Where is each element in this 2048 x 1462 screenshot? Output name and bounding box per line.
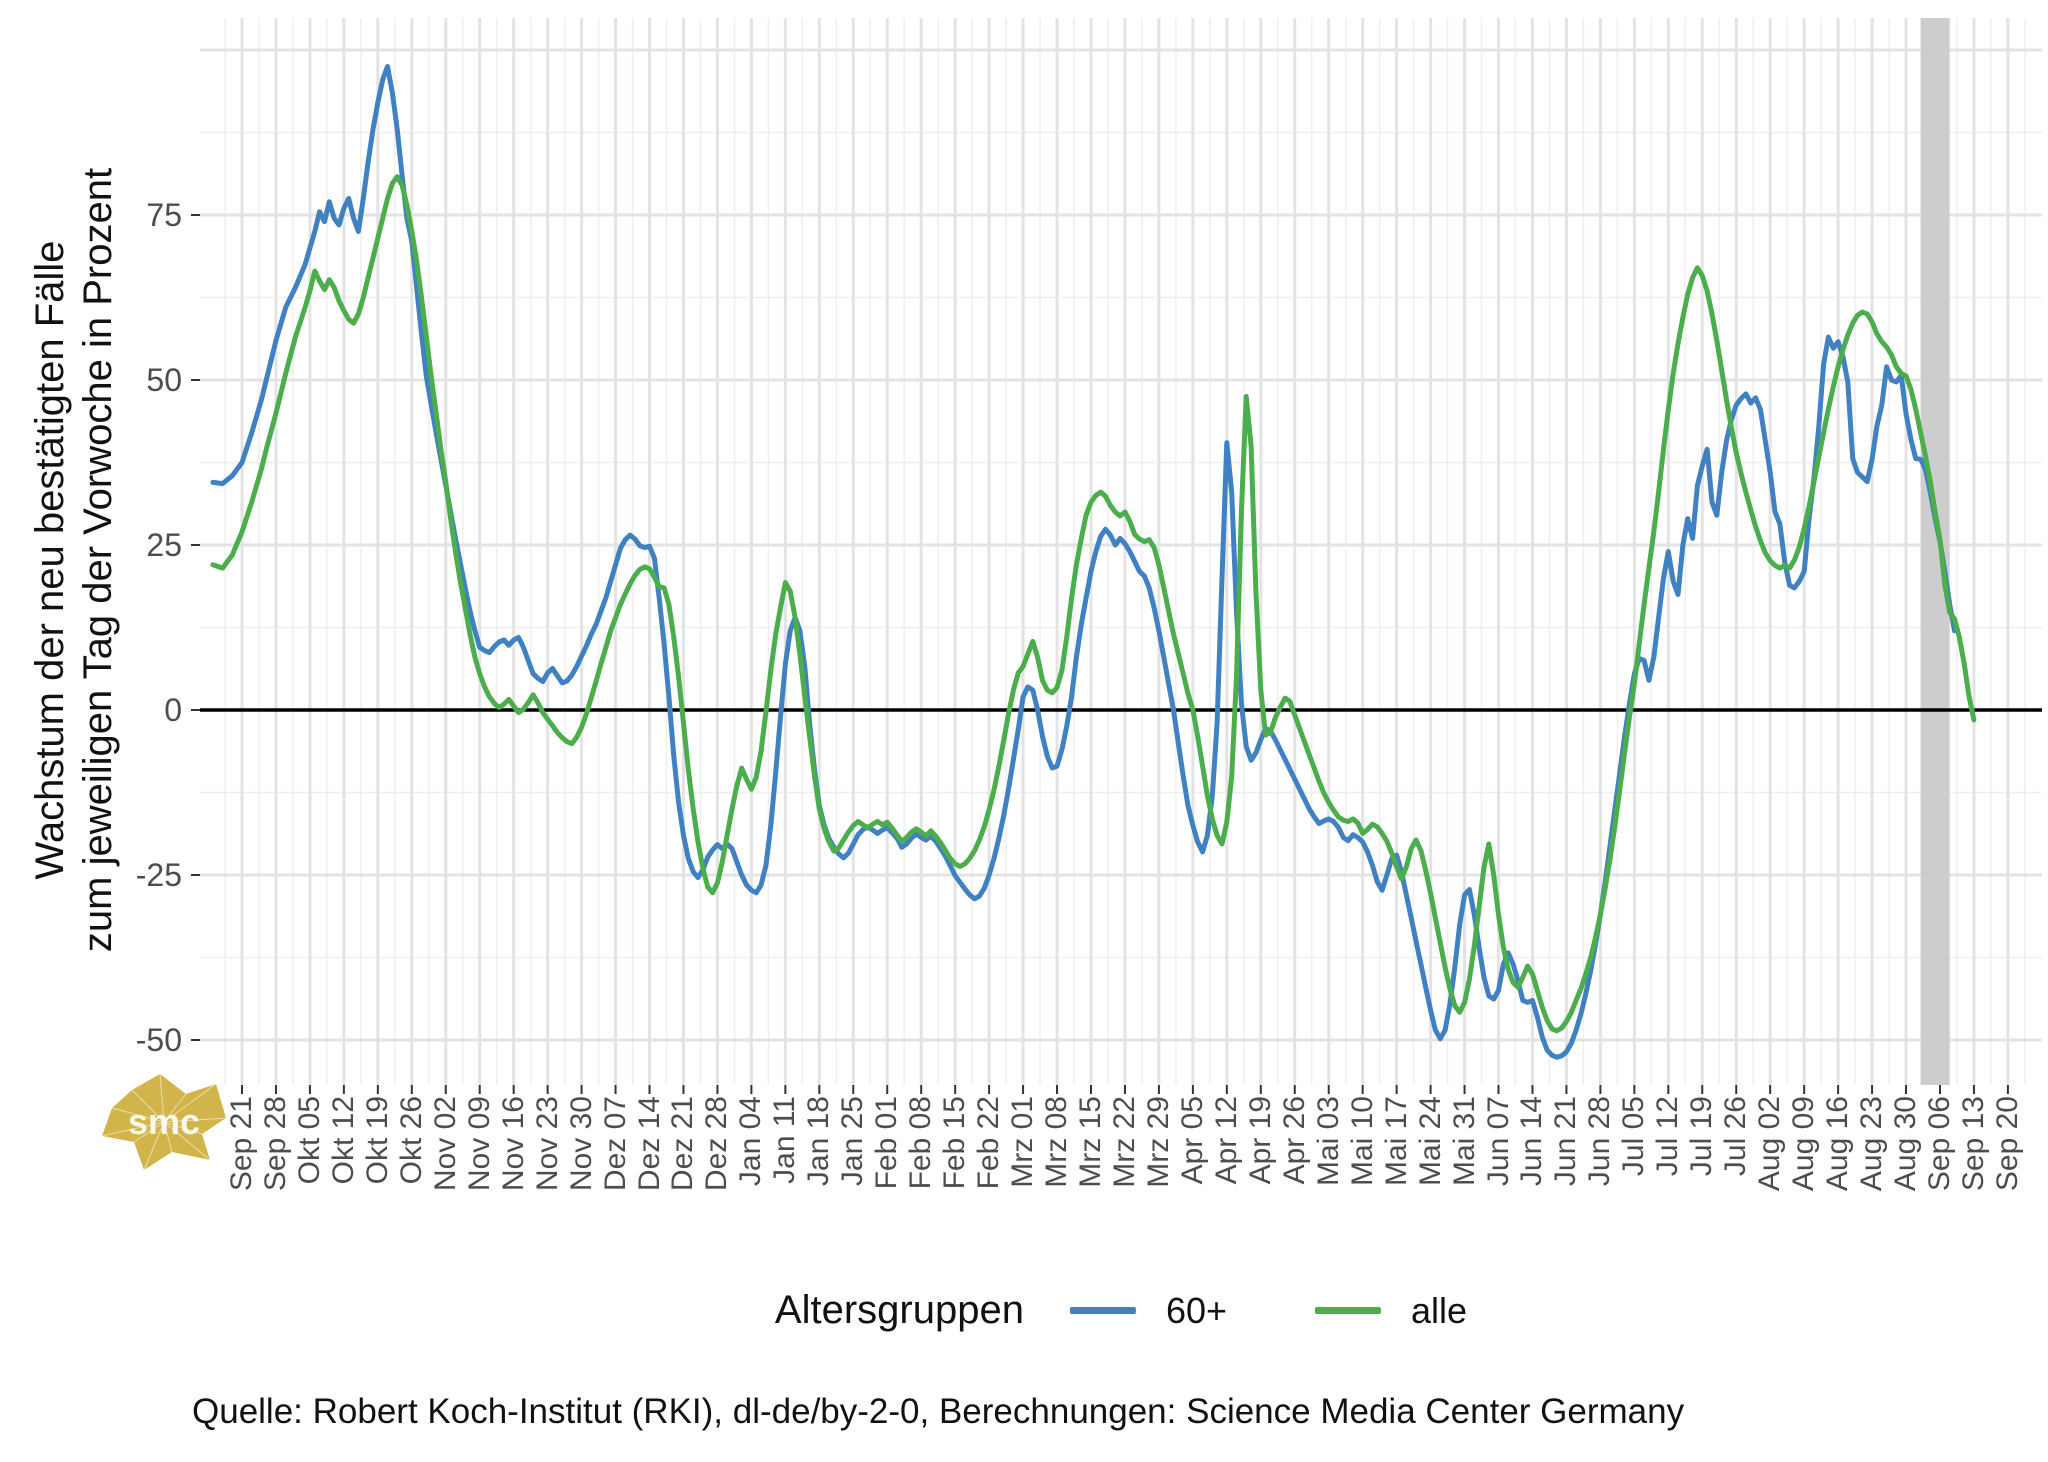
- x-tick-label: Mai 10: [1345, 1096, 1379, 1187]
- x-tick-label: Feb 08: [904, 1096, 938, 1190]
- x-tick-label: Mrz 29: [1141, 1096, 1175, 1188]
- x-tick-label: Mai 17: [1379, 1096, 1413, 1187]
- x-tick-label: Dez 28: [700, 1096, 734, 1192]
- x-tick-label: Jul 05: [1617, 1096, 1651, 1177]
- x-tick-label: Jul 19: [1685, 1096, 1719, 1177]
- legend-item-alle: alle: [1315, 1290, 1467, 1332]
- x-tick-label: Mrz 01: [1006, 1096, 1040, 1188]
- x-tick-label: Mai 31: [1447, 1096, 1481, 1187]
- y-tick-label: 0: [164, 692, 182, 728]
- x-tick-label: Apr 12: [1209, 1096, 1243, 1185]
- legend-swatch-alle-line-icon: [1315, 1307, 1382, 1314]
- x-tick-label: Okt 05: [292, 1096, 326, 1185]
- x-tick-label: Apr 19: [1243, 1096, 1277, 1185]
- legend-title: Altersgruppen: [774, 1288, 1024, 1332]
- x-tick-label: Okt 26: [394, 1096, 428, 1185]
- x-tick-label: Mai 03: [1311, 1096, 1345, 1187]
- source-attribution: Quelle: Robert Koch-Institut (RKI), dl-d…: [192, 1392, 1685, 1431]
- legend-label-alle: alle: [1411, 1289, 1468, 1331]
- x-tick-label: Dez 21: [666, 1096, 700, 1192]
- x-tick-label: Aug 09: [1787, 1096, 1821, 1192]
- x-tick-label: Feb 01: [870, 1096, 904, 1190]
- x-tick-label: Jul 12: [1651, 1096, 1685, 1177]
- smc-logo: smc: [101, 1073, 227, 1171]
- smc-logo-text: smc: [128, 1101, 200, 1142]
- legend: Altersgruppen 60+ alle: [775, 1288, 1467, 1333]
- x-tick-label: Sep 28: [258, 1096, 292, 1192]
- legend-swatch-60plus-line-icon: [1069, 1307, 1136, 1314]
- y-axis-title-line2: zum jeweiligen Tag der Vorwoche in Proze…: [76, 167, 120, 953]
- x-tick-label: Jan 04: [734, 1096, 768, 1187]
- x-tick-label: Mrz 15: [1073, 1096, 1107, 1188]
- x-tick-label: Feb 22: [972, 1096, 1006, 1190]
- x-tick-label: Apr 26: [1277, 1096, 1311, 1185]
- x-tick-label: Nov 16: [496, 1096, 530, 1192]
- y-tick-label: -25: [135, 857, 182, 893]
- x-tick-label: Dez 14: [632, 1096, 666, 1192]
- axis-tick-marks: [191, 214, 2009, 1094]
- x-tick-label: Feb 15: [938, 1096, 972, 1190]
- y-axis-title-line1: Wachstum der neu bestätigten Fälle: [28, 240, 72, 880]
- y-tick-label: 25: [146, 527, 182, 563]
- x-tick-label: Mrz 08: [1040, 1096, 1074, 1188]
- x-tick-label: Jan 11: [768, 1096, 802, 1184]
- x-tick-label: Okt 12: [326, 1096, 360, 1185]
- x-tick-label: Nov 02: [428, 1096, 462, 1192]
- x-tick-label: Jun 28: [1583, 1096, 1617, 1187]
- grid-major: [200, 18, 2042, 1085]
- y-axis-title: Wachstum der neu bestätigten Fälle zum j…: [26, 110, 122, 1010]
- x-tick-label: Jan 18: [802, 1096, 836, 1187]
- x-tick-label: Apr 05: [1175, 1096, 1209, 1185]
- x-tick-label: Jan 25: [836, 1096, 870, 1187]
- x-tick-label: Okt 19: [360, 1096, 394, 1185]
- x-tick-label: Nov 23: [530, 1096, 564, 1192]
- x-tick-label: Nov 09: [462, 1096, 496, 1192]
- legend-item-60plus: 60+: [1069, 1289, 1228, 1332]
- x-tick-label: Jun 14: [1515, 1096, 1549, 1187]
- series-alle-line: [210, 174, 1977, 1034]
- x-tick-label: Dez 07: [598, 1096, 632, 1192]
- smc-logo-facets: [101, 1073, 227, 1171]
- x-tick-label: Jun 07: [1481, 1096, 1515, 1187]
- legend-label-60plus: 60+: [1165, 1289, 1228, 1331]
- y-tick-label: 75: [146, 197, 182, 233]
- x-tick-label: Aug 30: [1889, 1096, 1923, 1192]
- x-tick-label: Aug 16: [1821, 1096, 1855, 1192]
- x-tick-label: Mrz 22: [1107, 1096, 1141, 1188]
- x-tick-label: Sep 06: [1922, 1096, 1956, 1192]
- y-tick-label: -50: [135, 1022, 182, 1058]
- x-tick-label: Aug 23: [1855, 1096, 1889, 1192]
- y-tick-label: 50: [146, 362, 182, 398]
- x-tick-label: Sep 20: [1990, 1096, 2024, 1192]
- recent-data-highlight-band: [1920, 18, 1950, 1085]
- x-tick-label: Mai 24: [1413, 1096, 1447, 1187]
- series-60plus-line: [210, 64, 1957, 1060]
- x-tick-label: Sep 13: [1956, 1096, 1990, 1192]
- x-tick-label: Nov 30: [564, 1096, 598, 1192]
- x-tick-label: Sep 21: [225, 1096, 258, 1192]
- x-tick-label: Aug 02: [1753, 1096, 1787, 1192]
- x-tick-label: Jul 26: [1719, 1096, 1753, 1177]
- x-tick-label: Jun 21: [1549, 1096, 1583, 1187]
